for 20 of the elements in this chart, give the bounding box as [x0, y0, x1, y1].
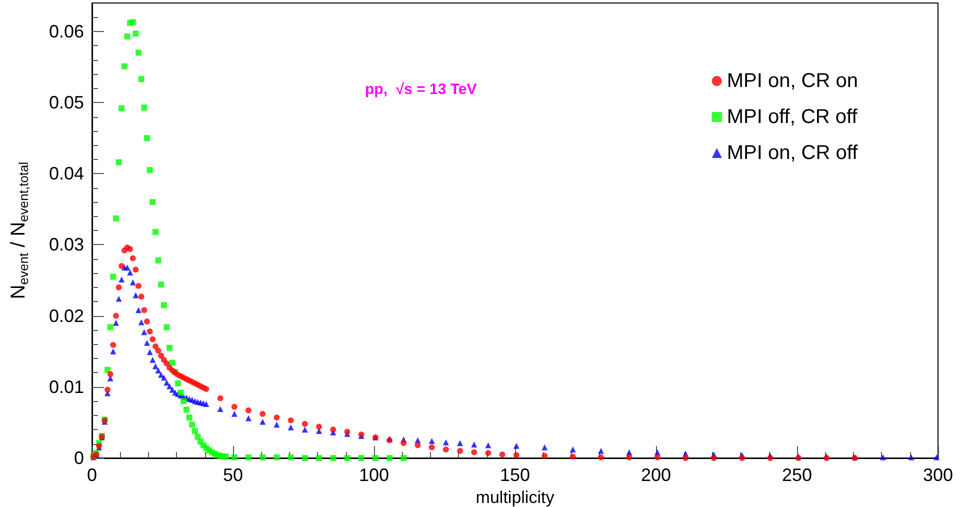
y-tick-label: 0.05 [48, 92, 84, 113]
y-axis-title: Nevent / Nevent,total [8, 162, 31, 300]
y-tick-label: 0 [74, 448, 84, 468]
x-tick-label: 0 [86, 465, 98, 485]
x-tick-label: 50 [222, 465, 244, 485]
x-axis-title: multiplicity [476, 488, 555, 507]
x-tick-label: 200 [640, 465, 672, 485]
x-tick-label: 150 [500, 465, 530, 485]
annotation: pp, √s = 13 TeV [365, 81, 477, 98]
y-tick-label: 0.06 [48, 21, 84, 42]
legend-label: MPI on, CR on [726, 70, 858, 92]
x-tick-label: 250 [782, 465, 812, 485]
x-tick-label: 300 [922, 465, 954, 485]
y-tick-label: 0.04 [48, 164, 84, 184]
y-tick-label: 0.01 [48, 376, 84, 397]
legend-label: MPI on, CR off [726, 142, 858, 164]
y-tick-label: 0.02 [48, 306, 84, 326]
y-tick-label: 0.03 [48, 234, 84, 255]
legend-label: MPI off, CR off [726, 106, 858, 128]
x-tick-label: 100 [358, 465, 390, 485]
